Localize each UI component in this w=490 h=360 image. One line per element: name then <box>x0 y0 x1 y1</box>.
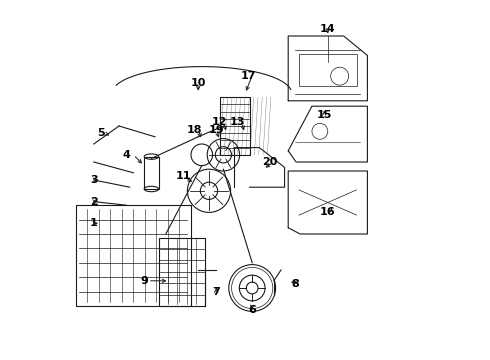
Text: 5: 5 <box>97 128 105 138</box>
Text: 16: 16 <box>320 207 336 217</box>
Bar <box>76 205 191 306</box>
Text: 14: 14 <box>320 24 336 34</box>
Text: 1: 1 <box>90 218 98 228</box>
Text: 10: 10 <box>191 78 206 88</box>
Text: 19: 19 <box>208 125 224 135</box>
Bar <box>144 157 159 189</box>
Text: 17: 17 <box>241 71 256 81</box>
Text: 7: 7 <box>212 287 220 297</box>
Text: 13: 13 <box>230 117 245 127</box>
Bar <box>159 238 205 306</box>
Text: 6: 6 <box>248 305 256 315</box>
Bar <box>220 97 250 155</box>
Bar <box>299 54 357 86</box>
Text: 9: 9 <box>140 276 148 286</box>
Text: 3: 3 <box>90 175 98 185</box>
Text: 18: 18 <box>187 125 202 135</box>
Text: 12: 12 <box>212 117 227 127</box>
Text: 2: 2 <box>90 197 98 207</box>
Text: 20: 20 <box>263 157 278 167</box>
Text: 4: 4 <box>122 150 130 160</box>
Text: 11: 11 <box>176 171 192 181</box>
Text: 15: 15 <box>317 110 332 120</box>
Text: 8: 8 <box>292 279 299 289</box>
